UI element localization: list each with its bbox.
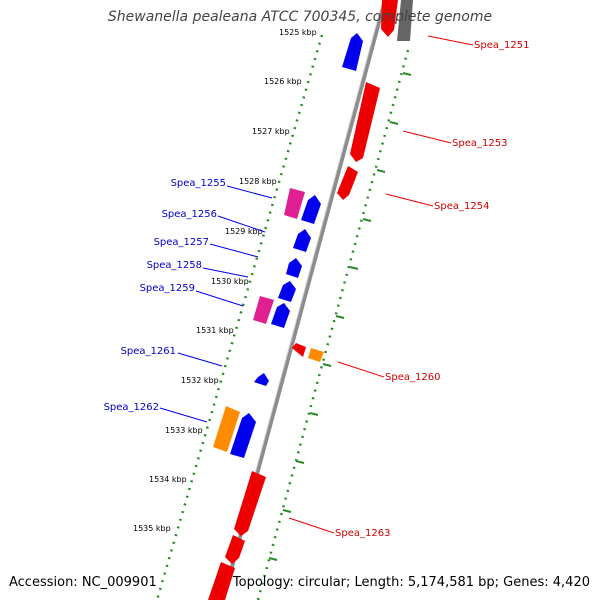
- kbp-label: 1533 kbp: [165, 426, 203, 435]
- gene-spea-1262[interactable]: [230, 413, 256, 458]
- kbp-label: 1528 kbp: [239, 177, 277, 186]
- left-gene-labels: Spea_1255 Spea_1256 Spea_1257 Spea_1258 …: [104, 178, 226, 413]
- gene-spea-1262-rna[interactable]: [213, 406, 240, 452]
- left-leaders: [159, 185, 273, 423]
- gene-label[interactable]: Spea_1251: [474, 40, 529, 51]
- gene-spea-1259[interactable]: [253, 296, 274, 324]
- kbp-label: 1529 kbp: [225, 227, 263, 236]
- right-leaders: [288, 35, 474, 534]
- gene-spea-1260-rna[interactable]: [308, 348, 324, 362]
- kbp-label: 1527 kbp: [252, 127, 290, 136]
- gene-spea-1263-a[interactable]: [234, 471, 266, 536]
- forward-genes: [230, 33, 363, 458]
- map-title: Shewanella pealeana ATCC 700345, complet…: [107, 9, 493, 25]
- gene-spea-1260-a[interactable]: [292, 343, 306, 357]
- gene-spea-1261[interactable]: [254, 373, 269, 386]
- gene-spea-1257[interactable]: [293, 229, 311, 252]
- gene-label[interactable]: Spea_1255: [171, 178, 226, 189]
- gene-label[interactable]: Spea_1261: [121, 346, 176, 357]
- right-gene-labels: Spea_1251 Spea_1253 Spea_1254 Spea_1260 …: [335, 40, 529, 539]
- kbp-label: 1526 kbp: [264, 77, 302, 86]
- kbp-label: 1532 kbp: [181, 376, 219, 385]
- kbp-label: 1531 kbp: [196, 326, 234, 335]
- gene-blue-1259b[interactable]: [271, 303, 290, 328]
- kbp-label: 1534 kbp: [149, 475, 187, 484]
- rna-genes: [213, 348, 324, 452]
- gene-blue-1259a[interactable]: [278, 281, 296, 302]
- gene-spea-1258[interactable]: [286, 258, 302, 278]
- gene-label[interactable]: Spea_1260: [385, 372, 440, 383]
- gene-label[interactable]: Spea_1259: [140, 283, 195, 294]
- gene-spea-1255[interactable]: [284, 188, 305, 219]
- right-scale-ticks: [268, 72, 412, 561]
- kbp-label: 1535 kbp: [133, 524, 171, 533]
- gene-label[interactable]: Spea_1257: [154, 237, 209, 248]
- topology-text: Topology: circular; Length: 5,174,581 bp…: [232, 575, 590, 590]
- gene-spea-1263-c[interactable]: [208, 562, 235, 600]
- gene-label[interactable]: Spea_1254: [434, 201, 489, 212]
- gene-spea-1253[interactable]: [350, 82, 380, 162]
- gene-spea-1254[interactable]: [337, 166, 358, 200]
- gene-blue-top[interactable]: [342, 33, 363, 71]
- gene-spea-1263-b[interactable]: [225, 535, 245, 564]
- gene-label[interactable]: Spea_1263: [335, 528, 390, 539]
- gene-label[interactable]: Spea_1256: [162, 209, 217, 220]
- reverse-genes: [208, 0, 413, 600]
- other-genes: [253, 188, 305, 324]
- gene-label[interactable]: Spea_1258: [147, 260, 202, 271]
- gene-grey[interactable]: [397, 0, 413, 41]
- accession-text: Accession: NC_009901: [9, 575, 157, 590]
- gene-label[interactable]: Spea_1253: [452, 138, 507, 149]
- kbp-label: 1530 kbp: [211, 277, 249, 286]
- gene-spea-1256[interactable]: [301, 195, 321, 224]
- gene-label[interactable]: Spea_1262: [104, 402, 159, 413]
- gene-spea-1251[interactable]: [381, 0, 398, 37]
- kbp-ticks: 1525 kbp 1526 kbp 1527 kbp 1528 kbp 1529…: [133, 28, 317, 533]
- kbp-label: 1525 kbp: [279, 28, 317, 37]
